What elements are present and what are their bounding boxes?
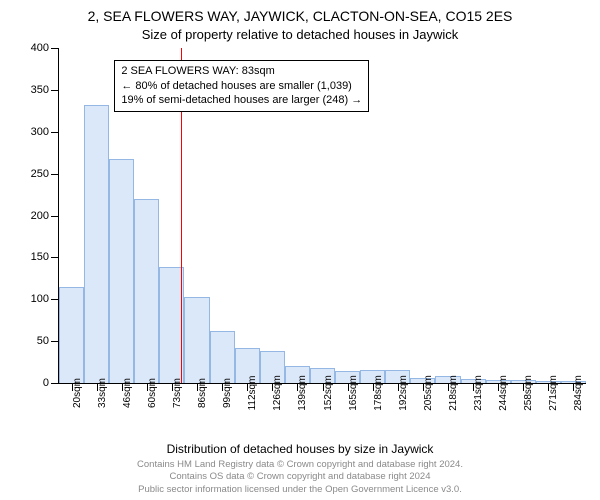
x-tick-label: 126sqm — [272, 375, 283, 411]
histogram-bar — [210, 331, 235, 383]
histogram-bar — [184, 297, 209, 383]
y-tick-label: 400 — [31, 42, 49, 54]
x-tick-label: 244sqm — [498, 375, 509, 411]
x-tick-label: 152sqm — [323, 375, 334, 411]
x-tick-label: 165sqm — [348, 375, 359, 411]
footer-attribution: Contains HM Land Registry data © Crown c… — [0, 459, 600, 496]
histogram-bar — [59, 287, 84, 383]
y-tick — [51, 341, 59, 342]
x-tick-label: 231sqm — [473, 375, 484, 411]
info-line-3: 19% of semi-detached houses are larger (… — [121, 93, 362, 108]
x-tick-label: 112sqm — [247, 376, 258, 411]
x-tick-label: 99sqm — [222, 378, 233, 408]
y-tick-label: 300 — [31, 126, 49, 138]
footer-line-3: Public sector information licensed under… — [0, 484, 600, 496]
x-tick-label: 205sqm — [423, 375, 434, 411]
x-tick-label: 139sqm — [297, 375, 308, 411]
y-tick-label: 100 — [31, 293, 49, 305]
x-tick-label: 73sqm — [172, 378, 183, 408]
footer-line-1: Contains HM Land Registry data © Crown c… — [0, 459, 600, 471]
y-tick-label: 50 — [37, 335, 49, 347]
y-tick — [51, 216, 59, 217]
info-line-2: ← 80% of detached houses are smaller (1,… — [121, 79, 362, 94]
y-tick — [51, 48, 59, 49]
x-tick-label: 20sqm — [72, 378, 83, 408]
y-tick — [51, 132, 59, 133]
x-tick-label: 271sqm — [548, 375, 559, 411]
y-tick — [51, 174, 59, 175]
plot-region: 2 SEA FLOWERS WAY: 83sqm ← 80% of detach… — [58, 48, 586, 384]
y-tick-label: 250 — [31, 168, 49, 180]
info-line-1: 2 SEA FLOWERS WAY: 83sqm — [121, 64, 362, 79]
x-tick-label: 284sqm — [573, 375, 584, 411]
x-tick-label: 178sqm — [373, 375, 384, 411]
y-tick — [51, 383, 59, 384]
x-tick-label: 60sqm — [147, 378, 158, 408]
x-tick-label: 86sqm — [197, 378, 208, 408]
histogram-bar — [109, 159, 134, 383]
y-tick-label: 150 — [31, 251, 49, 263]
chart-title: 2, SEA FLOWERS WAY, JAYWICK, CLACTON-ON-… — [0, 0, 600, 24]
x-tick-label: 46sqm — [122, 378, 133, 408]
x-tick-label: 33sqm — [97, 378, 108, 408]
histogram-bar — [134, 199, 159, 383]
y-tick — [51, 90, 59, 91]
x-axis-label: Distribution of detached houses by size … — [0, 442, 600, 456]
histogram-bar — [84, 105, 109, 383]
x-tick-label: 192sqm — [398, 375, 409, 411]
footer-line-2: Contains OS data © Crown copyright and d… — [0, 471, 600, 483]
chart-subtitle: Size of property relative to detached ho… — [0, 24, 600, 42]
y-tick — [51, 299, 59, 300]
x-tick-label: 258sqm — [523, 375, 534, 411]
info-box: 2 SEA FLOWERS WAY: 83sqm ← 80% of detach… — [114, 60, 369, 113]
y-tick-label: 350 — [31, 84, 49, 96]
chart-area: Number of detached properties 2 SEA FLOW… — [0, 44, 600, 442]
x-tick-label: 218sqm — [448, 375, 459, 411]
y-tick-label: 0 — [43, 377, 49, 389]
y-tick-label: 200 — [31, 210, 49, 222]
y-tick — [51, 257, 59, 258]
